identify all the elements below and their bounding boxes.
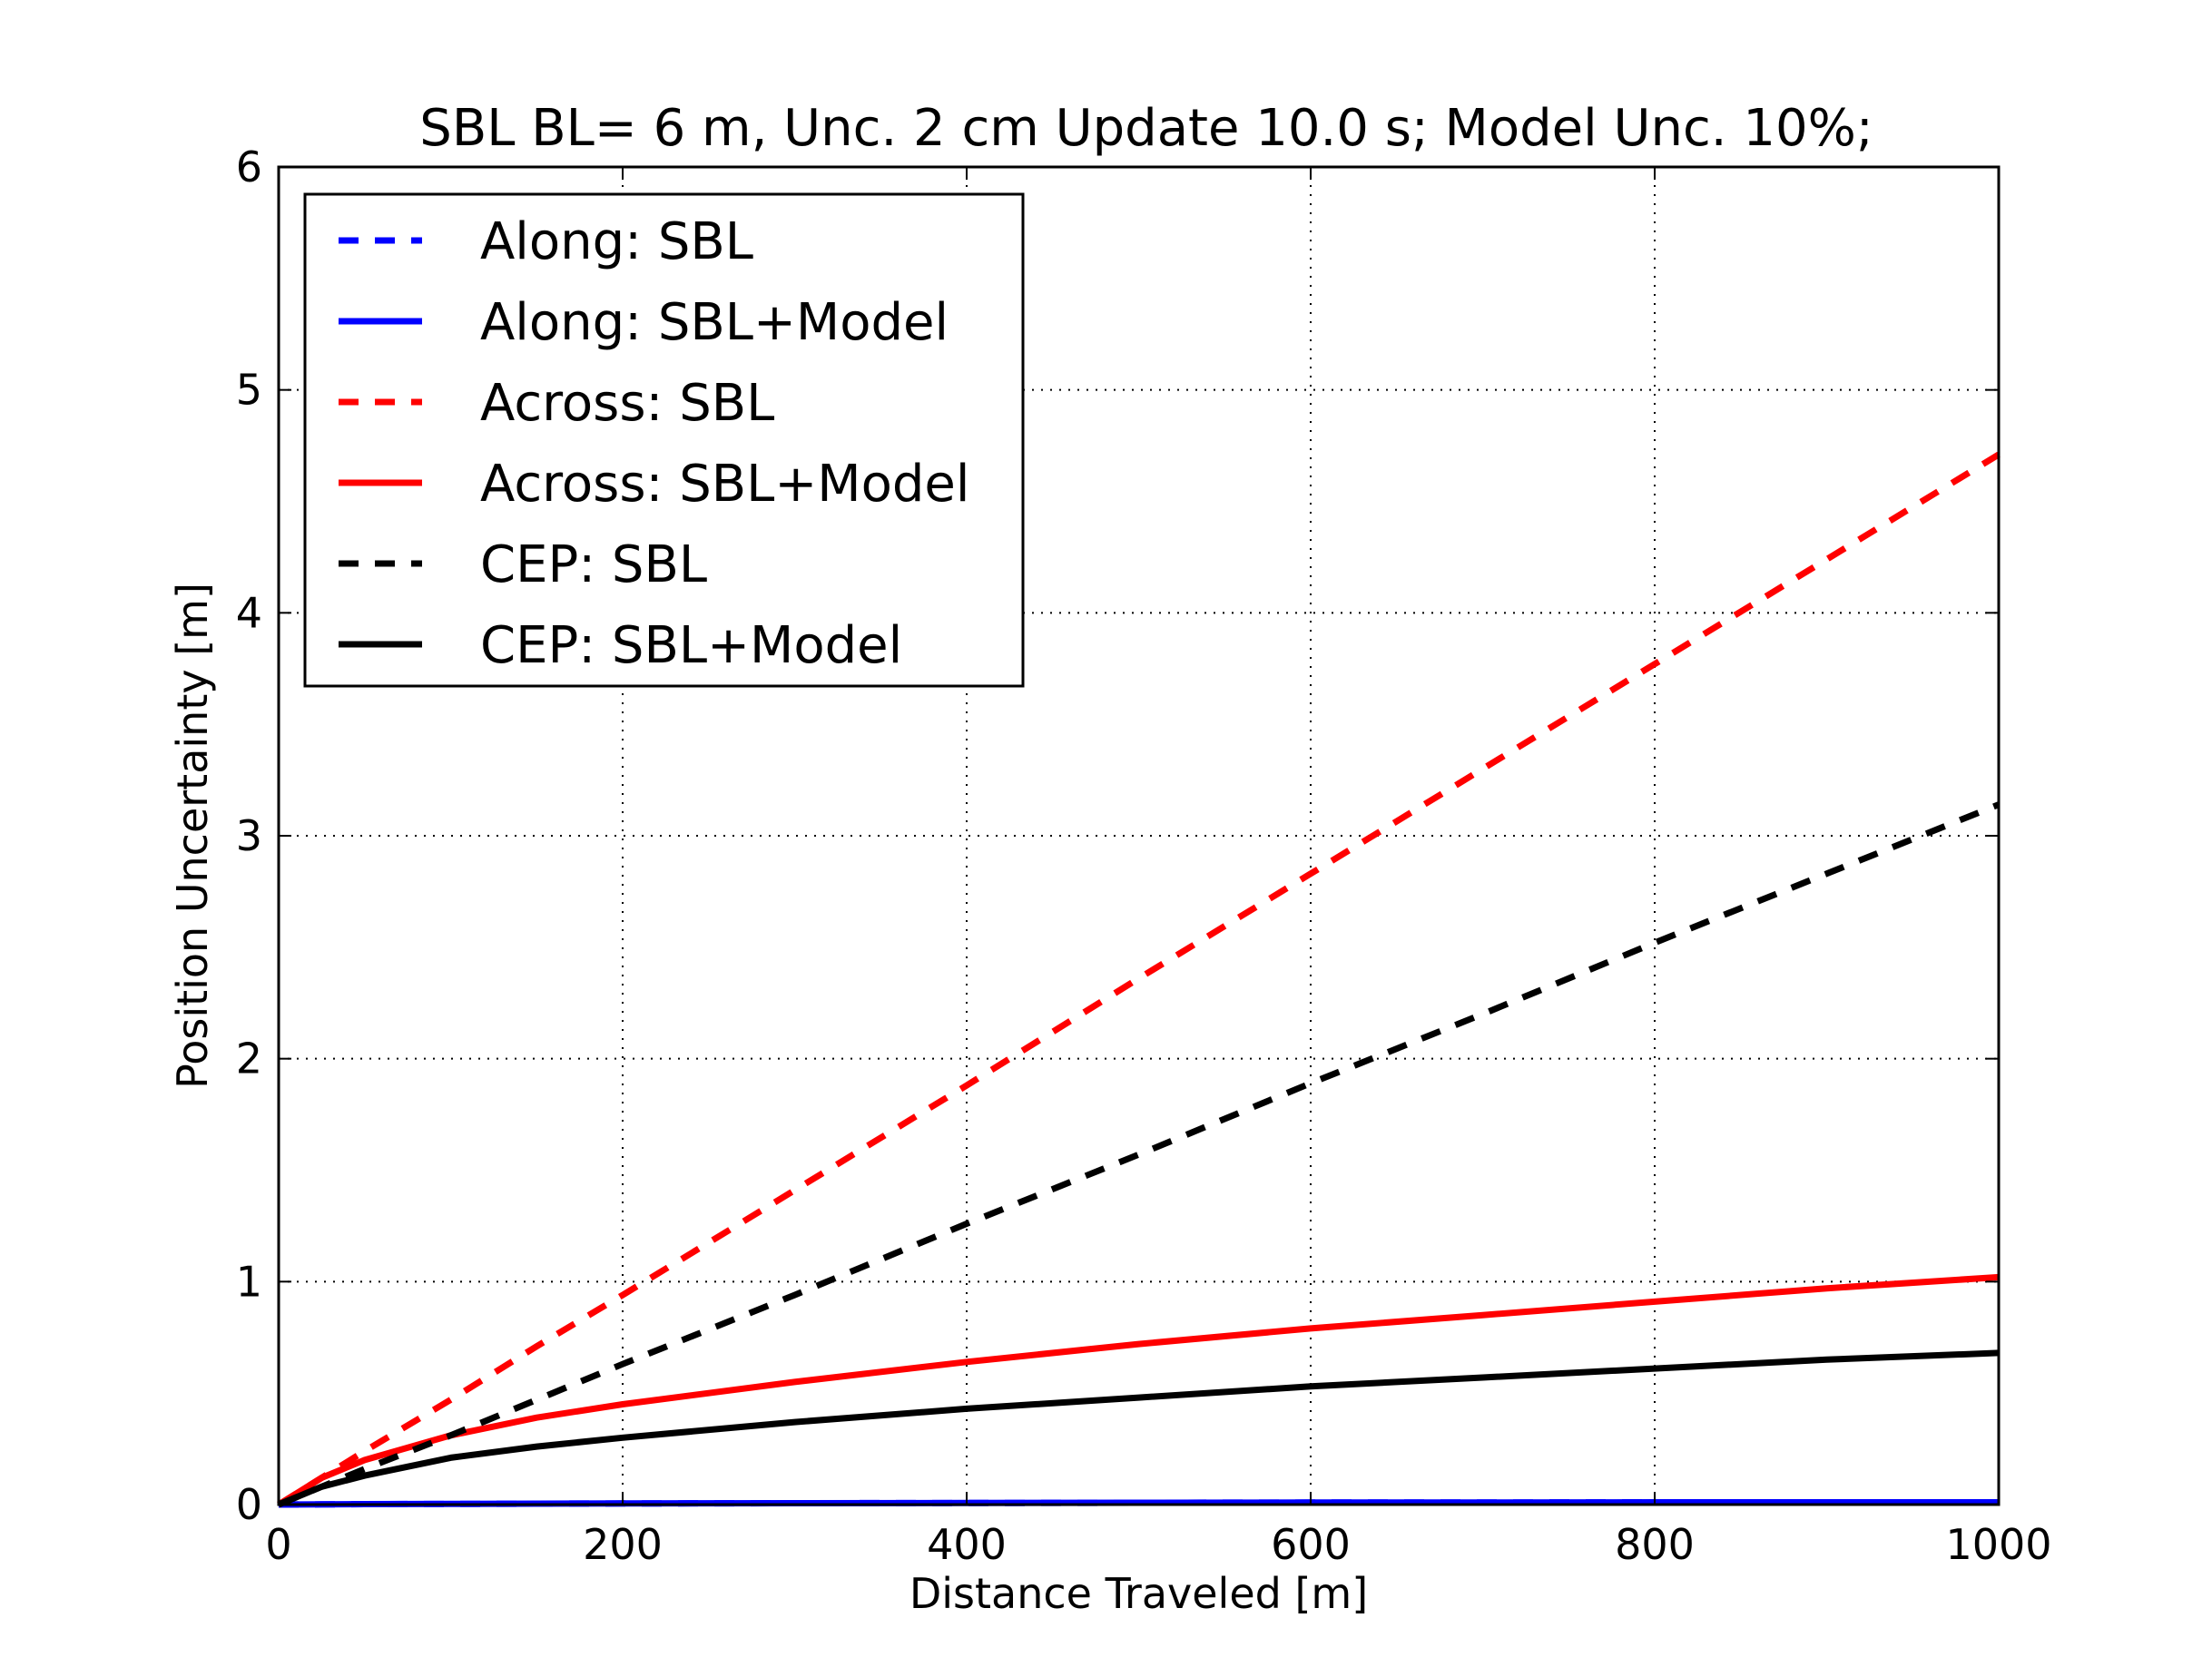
x-axis-label: Distance Traveled [m]	[909, 1569, 1368, 1618]
legend-label-along-sbl-model: Along: SBL+Model	[480, 293, 949, 352]
legend-box	[303, 192, 1025, 688]
x-tick-label: 1000	[1945, 1520, 2051, 1569]
legend-entries: Along: SBL Along: SBL+Model Across: SBL Acr…	[339, 212, 969, 675]
y-tick-label: 6	[236, 142, 262, 191]
legend-label-across-sbl: Across: SBL	[480, 374, 774, 433]
y-tick-label: 5	[236, 366, 262, 415]
x-tick-label: 600	[1271, 1520, 1351, 1569]
series-cep-sbl-model	[277, 1349, 2000, 1508]
y-tick-label: 2	[236, 1035, 262, 1084]
y-tick-label: 1	[236, 1257, 262, 1306]
series-across-sbl	[277, 451, 2001, 1507]
x-tick-label: 800	[1615, 1520, 1695, 1569]
legend-label-cep-sbl: CEP: SBL	[480, 535, 707, 594]
x-tick-label: 0	[265, 1520, 291, 1569]
legend-label-along-sbl: Along: SBL	[480, 212, 753, 271]
series-across-sbl-model	[277, 1273, 2000, 1507]
legend-label-cep-sbl-model: CEP: SBL+Model	[480, 616, 902, 675]
y-axis-label: Position Uncertainty [m]	[168, 583, 217, 1089]
chart-title: SBL BL= 6 m, Unc. 2 cm Update 10.0 s; Mo…	[419, 99, 1873, 158]
y-tick-label: 0	[236, 1480, 262, 1529]
y-tick-label: 4	[236, 588, 262, 637]
legend-label-across-sbl-model: Across: SBL+Model	[480, 455, 969, 514]
x-tick-label: 200	[583, 1520, 663, 1569]
x-tick-label: 400	[927, 1520, 1007, 1569]
legend: Along: SBL Along: SBL+Model Across: SBL Acr…	[303, 192, 1025, 688]
ticks: 0 200 400 600 800 1000 0 1 2 3 4 5 6	[236, 142, 2052, 1569]
series-cep-sbl	[277, 801, 2001, 1508]
series-layer	[277, 451, 2001, 1508]
y-tick-label: 3	[236, 811, 262, 860]
